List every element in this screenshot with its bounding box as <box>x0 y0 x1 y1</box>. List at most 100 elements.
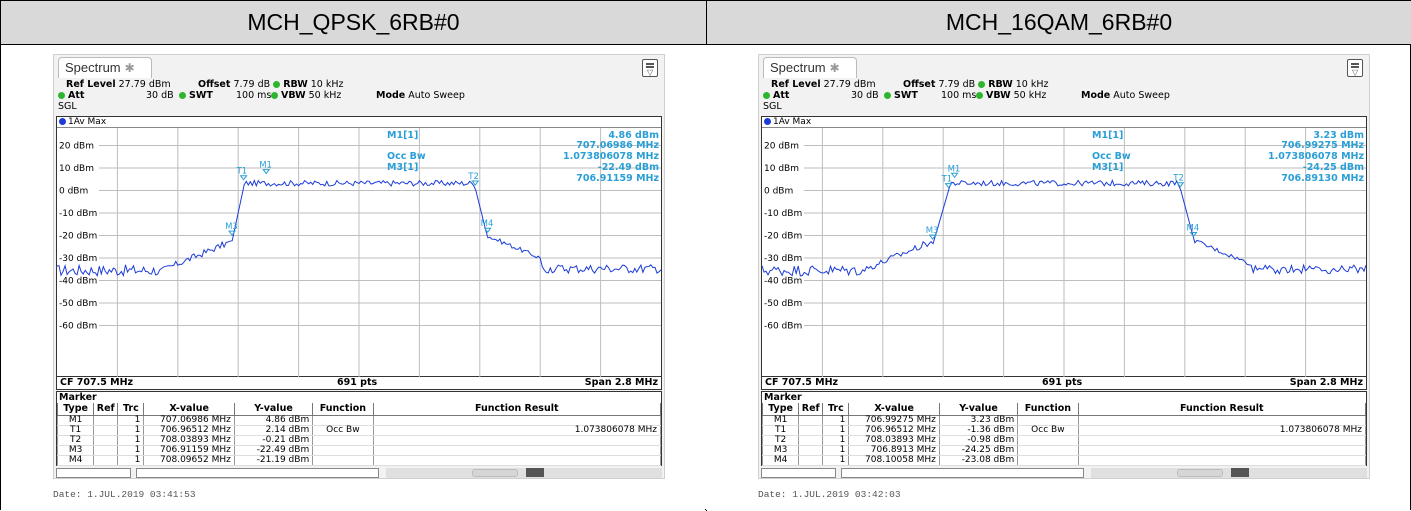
status-dot-icon <box>978 81 986 88</box>
panel-qpsk: Spectrum ✱ ▽ Ref Level 27.79 dBm Offset 7.79… <box>1 45 705 510</box>
marker-ref <box>798 435 824 446</box>
status-bar <box>56 468 662 478</box>
table-row[interactable]: T2 1 708.03893 MHz -0.98 dBm <box>761 435 1367 446</box>
table-row[interactable]: M4 1 708.09652 MHz -21.19 dBm <box>56 455 662 466</box>
status-dot-icon <box>58 92 65 99</box>
vbw-label: VBW <box>281 90 306 101</box>
marker-triangle-icon <box>1189 231 1198 238</box>
marker-x-value: 706.91159 MHz <box>143 445 235 456</box>
att-label: Att <box>773 90 790 101</box>
y-tick-label: 0 dBm <box>59 187 88 197</box>
y-tick-label: 20 dBm <box>764 142 799 152</box>
marker-trace: 1 <box>822 435 850 446</box>
marker-y-value: -23.08 dBm <box>938 455 1019 466</box>
y-tick-label: -20 dBm <box>764 232 802 242</box>
marker-type: M1 <box>56 415 95 426</box>
marker-triangle-icon <box>262 169 271 175</box>
table-row[interactable]: M1 1 706.99275 MHz 3.23 dBm <box>761 415 1367 426</box>
sweep-points: 691 pts <box>337 377 378 388</box>
readout-m1-level: 3.23 dBm <box>1313 130 1364 141</box>
marker-trace: 1 <box>822 455 850 466</box>
column-header: Ref <box>798 403 824 416</box>
marker-trace: 1 <box>117 425 145 436</box>
marker-ref <box>93 435 119 446</box>
marker-ref <box>93 415 119 426</box>
marker-type: T1 <box>56 425 95 436</box>
marker-table-title: Marker <box>59 392 97 403</box>
marker-label: M3 <box>926 226 939 236</box>
marker-triangle-icon <box>950 172 959 179</box>
column-header: Ref <box>93 403 119 416</box>
table-row[interactable]: T1 1 706.96512 MHz -1.36 dBm Occ Bw 1.0738060… <box>761 425 1367 436</box>
star-icon: ✱ <box>124 61 135 75</box>
marker-function <box>312 435 374 446</box>
panel-16qam: Spectrum ✱ ▽ Ref Level 27.79 dBm Offset 7.79… <box>706 45 1410 510</box>
y-tick-label: -50 dBm <box>764 299 802 309</box>
status-dot-icon <box>884 92 891 99</box>
table-row[interactable]: M3 1 706.8913 MHz -24.25 dBm <box>761 445 1367 456</box>
marker-label: T2 <box>467 172 479 182</box>
spectrum-graph: 20 dBm 10 dBm 0 dBm -10 dBm -20 dBm -30 dBm -4… <box>762 128 1366 377</box>
marker-label: M4 <box>481 219 494 229</box>
vbw-label: VBW <box>986 90 1011 101</box>
plot-footer: CF 707.5 MHz 691 pts Span 2.8 MHz <box>761 377 1367 390</box>
table-row[interactable]: M1 1 707.06986 MHz 4.86 dBm <box>56 415 662 426</box>
marker-table: Marker Type Ref Trc X-value Y-value Function Fu… <box>761 391 1367 466</box>
header-cell-right: MCH_16QAM_6RB#0 <box>707 1 1411 45</box>
menu-button[interactable]: ▽ <box>642 59 658 77</box>
marker-function-result <box>1077 415 1367 426</box>
tab-spectrum[interactable]: Spectrum ✱ <box>58 57 152 78</box>
readout-m1-frequency: 706.99275 MHz <box>1281 140 1364 151</box>
marker-ref <box>798 455 824 466</box>
swt-label: SWT <box>894 90 918 101</box>
marker-ref <box>798 415 824 426</box>
y-tick-label: -60 dBm <box>59 322 97 332</box>
marker-function <box>312 415 374 426</box>
spectrum-plot[interactable]: 1Av Max 20 dBm 10 dBm 0 dBm -10 dBm -20 dBm -3… <box>56 116 662 377</box>
marker-y-value: -0.98 dBm <box>938 435 1019 446</box>
marker-type: M4 <box>56 455 95 466</box>
analyzer-screenshot: Spectrum ✱ ▽ Ref Level 27.79 dBm Offset 7.79… <box>53 54 665 479</box>
marker-trace: 1 <box>822 445 850 456</box>
marker-function <box>1017 455 1079 466</box>
status-message-field <box>136 468 379 478</box>
tab-spectrum[interactable]: Spectrum ✱ <box>763 57 857 78</box>
menu-button[interactable]: ▽ <box>1347 59 1363 77</box>
spectrum-trace <box>57 179 661 278</box>
column-header: Function <box>312 403 374 416</box>
offset-value: 7.79 dB <box>938 79 976 90</box>
readout-m1-label: M1[1] <box>387 130 418 141</box>
rbw-label: RBW <box>988 79 1013 90</box>
status-dot-icon <box>273 81 281 88</box>
marker-trace: 1 <box>117 435 145 446</box>
table-row[interactable]: M4 1 708.10058 MHz -23.08 dBm <box>761 455 1367 466</box>
marker-triangle-icon <box>228 230 237 236</box>
center-frequency: CF 707.5 MHz <box>60 377 134 388</box>
marker-y-value: 4.86 dBm <box>233 415 314 426</box>
status-dot-icon <box>976 92 983 99</box>
table-row[interactable]: T1 1 706.96512 MHz 2.14 dBm Occ Bw 1.07380607… <box>56 425 662 436</box>
trace-name: 1Av Max <box>68 117 107 127</box>
marker-x-value: 708.09652 MHz <box>143 455 235 466</box>
marker-type: M4 <box>761 455 800 466</box>
marker-triangle-icon <box>239 175 248 181</box>
center-frequency: CF 707.5 MHz <box>765 377 839 388</box>
readout-occ-bw-value: 1.073806078 MHz <box>1268 151 1364 162</box>
progress-meter <box>472 469 518 477</box>
spectrum-plot[interactable]: 1Av Max 20 dBm 10 dBm 0 dBm -10 dBm -20 dBm -3… <box>761 116 1367 377</box>
marker-x-value: 708.10058 MHz <box>848 455 940 466</box>
readout-m1-label: M1[1] <box>1092 130 1123 141</box>
table-row[interactable]: M3 1 706.91159 MHz -22.49 dBm <box>56 445 662 456</box>
marker-function-result: 1.073806078 MHz <box>1077 425 1367 436</box>
marker-function-result <box>372 435 662 446</box>
y-tick-label: -50 dBm <box>59 299 97 309</box>
table-row[interactable]: T2 1 708.03893 MHz -0.21 dBm <box>56 435 662 446</box>
marker-x-value: 706.96512 MHz <box>143 425 235 436</box>
date-caption: Date: 1.JUL.2019 03:42:03 <box>758 489 901 500</box>
status-indicator-area <box>1091 468 1367 478</box>
offset-label: Offset <box>903 79 936 90</box>
y-tick-label: -20 dBm <box>59 232 97 242</box>
marker-label: M3 <box>225 222 238 232</box>
y-tick-label: -40 dBm <box>59 277 97 287</box>
